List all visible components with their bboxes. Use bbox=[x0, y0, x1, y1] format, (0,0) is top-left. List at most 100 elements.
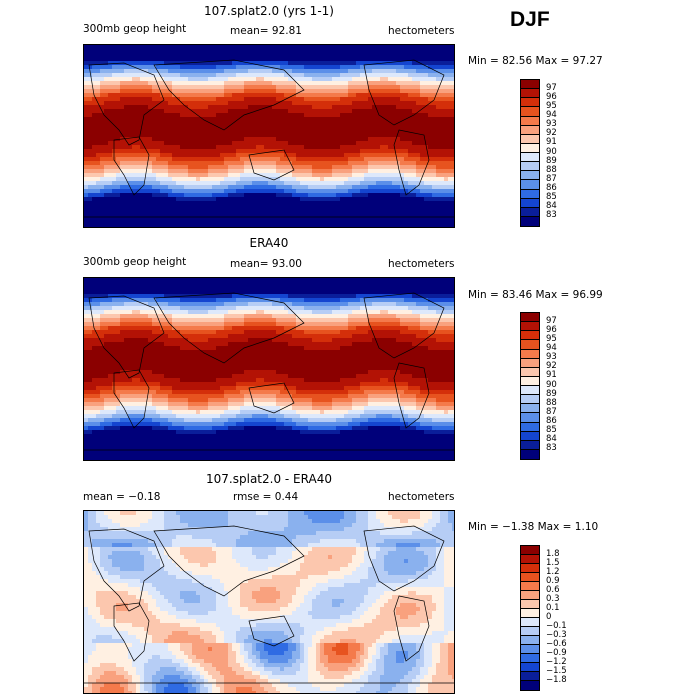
field-cell bbox=[372, 93, 377, 98]
field-cell bbox=[140, 282, 145, 287]
field-cell bbox=[160, 125, 165, 130]
field-cell bbox=[344, 298, 349, 303]
field-cell bbox=[424, 109, 429, 114]
field-cell bbox=[200, 302, 205, 307]
field-cell bbox=[188, 57, 193, 62]
field-cell bbox=[432, 57, 437, 62]
field-cell bbox=[412, 193, 417, 198]
field-cell bbox=[240, 113, 245, 118]
field-cell bbox=[196, 105, 201, 110]
field-cell bbox=[416, 189, 421, 194]
field-cell bbox=[180, 165, 185, 170]
field-cell bbox=[200, 61, 205, 66]
field-cell bbox=[348, 125, 353, 130]
field-cell bbox=[220, 181, 225, 186]
field-cell bbox=[100, 213, 105, 218]
field-cell bbox=[444, 213, 449, 218]
field-cell bbox=[396, 197, 401, 202]
field-cell bbox=[312, 294, 317, 299]
field-cell bbox=[276, 189, 281, 194]
field-cell bbox=[440, 57, 445, 62]
field-cell bbox=[272, 105, 277, 110]
field-cell bbox=[364, 161, 369, 166]
field-cell bbox=[144, 185, 149, 190]
field-cell bbox=[176, 165, 181, 170]
field-cell bbox=[272, 286, 277, 291]
field-cell bbox=[408, 197, 413, 202]
field-cell bbox=[380, 225, 385, 227]
field-cell bbox=[220, 93, 225, 98]
field-cell bbox=[204, 153, 209, 158]
field-cell bbox=[316, 201, 321, 206]
field-cell bbox=[284, 113, 289, 118]
field-cell bbox=[296, 189, 301, 194]
field-cell bbox=[272, 181, 277, 186]
field-cell bbox=[184, 125, 189, 130]
field-cell bbox=[160, 302, 165, 307]
field-cell bbox=[108, 278, 113, 283]
field-cell bbox=[128, 173, 133, 178]
field-cell bbox=[88, 81, 93, 86]
field-cell bbox=[388, 69, 393, 74]
field-cell bbox=[124, 93, 129, 98]
field-cell bbox=[164, 129, 169, 134]
field-cell bbox=[376, 185, 381, 190]
field-cell bbox=[404, 57, 409, 62]
field-cell bbox=[308, 149, 313, 154]
field-cell bbox=[160, 53, 165, 58]
field-cell bbox=[300, 133, 305, 138]
field-cell bbox=[424, 193, 429, 198]
field-cell bbox=[268, 121, 273, 126]
field-cell bbox=[104, 45, 109, 50]
field-cell bbox=[148, 165, 153, 170]
field-cell bbox=[140, 81, 145, 86]
field-cell bbox=[440, 125, 445, 130]
field-cell bbox=[228, 157, 233, 162]
field-cell bbox=[152, 57, 157, 62]
field-cell bbox=[436, 173, 441, 178]
field-cell bbox=[396, 294, 401, 299]
field-cell bbox=[184, 69, 189, 74]
field-cell bbox=[320, 290, 325, 295]
field-cell bbox=[192, 129, 197, 134]
field-cell bbox=[264, 161, 269, 166]
field-cell bbox=[136, 193, 141, 198]
field-cell bbox=[220, 298, 225, 303]
field-cell bbox=[116, 306, 121, 311]
field-cell bbox=[268, 165, 273, 170]
field-cell bbox=[340, 81, 345, 86]
field-cell bbox=[428, 125, 433, 130]
field-cell bbox=[312, 73, 317, 78]
field-cell bbox=[268, 53, 273, 58]
field-cell bbox=[304, 209, 309, 214]
field-cell bbox=[200, 141, 205, 146]
field-cell bbox=[360, 286, 365, 291]
field-cell bbox=[336, 165, 341, 170]
field-cell bbox=[96, 217, 101, 222]
field-cell bbox=[208, 133, 213, 138]
field-cell bbox=[140, 73, 145, 78]
field-cell bbox=[108, 221, 113, 226]
field-cell bbox=[136, 173, 141, 178]
field-cell bbox=[180, 45, 185, 50]
field-cell bbox=[180, 113, 185, 118]
field-cell bbox=[164, 189, 169, 194]
field-cell bbox=[188, 197, 193, 202]
field-cell bbox=[292, 302, 297, 307]
field-cell bbox=[280, 129, 285, 134]
field-cell bbox=[260, 225, 265, 227]
field-cell bbox=[224, 85, 229, 90]
field-cell bbox=[444, 181, 449, 186]
field-cell bbox=[104, 294, 109, 299]
field-cell bbox=[424, 117, 429, 122]
field-cell bbox=[260, 221, 265, 226]
field-cell bbox=[328, 49, 333, 54]
field-cell bbox=[400, 125, 405, 130]
field-cell bbox=[148, 173, 153, 178]
field-cell bbox=[312, 121, 317, 126]
field-cell bbox=[256, 101, 261, 106]
field-cell bbox=[232, 185, 237, 190]
field-cell bbox=[88, 89, 93, 94]
panel-1-title: 107.splat2.0 (yrs 1-1) bbox=[204, 4, 334, 18]
field-cell bbox=[424, 217, 429, 222]
